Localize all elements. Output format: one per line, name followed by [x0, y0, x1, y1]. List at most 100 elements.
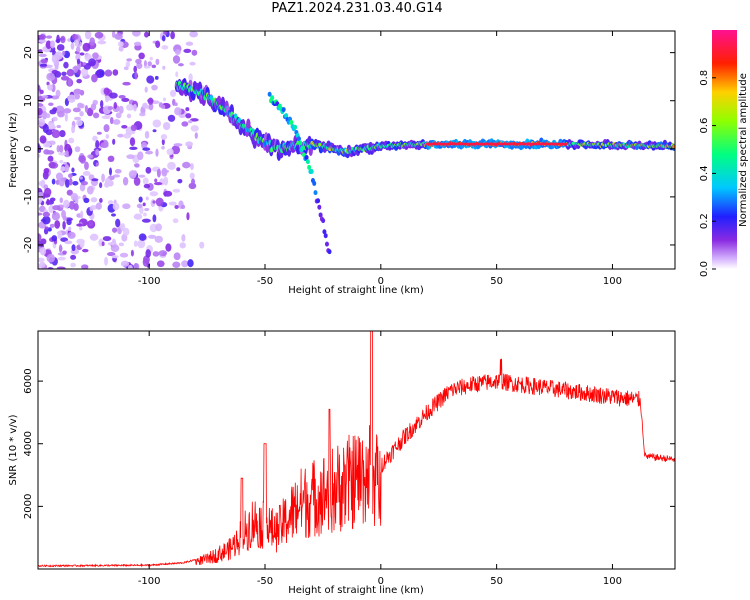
spectrogram-noise-cell — [102, 236, 112, 242]
spectrogram-noise-cell — [133, 263, 140, 269]
spectrogram-noise-cell — [133, 177, 141, 186]
spectrogram-noise-cell — [136, 203, 143, 209]
spectrogram-noise-cell — [67, 231, 76, 239]
spectrogram-noise-cell — [70, 42, 75, 50]
snr-panel: -100 -50 0 50 100 2000 4000 6000 Height of str… — [8, 330, 676, 596]
spectrogram-noise-cell — [86, 185, 94, 195]
spectrogram-noise-cell — [145, 166, 152, 174]
spectrogram-noise-cell — [162, 97, 167, 102]
spectrogram-noise-cell — [76, 223, 83, 227]
spectrogram-noise-cell — [176, 167, 181, 172]
spectrogram-noise-cell — [39, 247, 47, 256]
spectrogram-noise-cell — [50, 40, 56, 49]
colorbar-tick-label: 0.4 — [699, 165, 710, 181]
spectrogram-noise-cell — [189, 172, 195, 180]
spectrogram-noise-cell — [101, 241, 105, 247]
spectrogram-noise-cell — [120, 260, 130, 267]
spectrogram-y-tick-label: 10 — [23, 94, 34, 107]
spectrogram-noise-cell — [122, 81, 131, 86]
snr-y-label: SNR (10 * v/v) — [8, 414, 19, 485]
spectrogram-noise-cell — [71, 167, 75, 173]
spectrogram-noise-cell — [96, 131, 102, 135]
spectrogram-noise-cell — [144, 86, 148, 93]
spectrogram-noise-cell — [55, 39, 61, 43]
spectrogram-noise-cell — [129, 137, 136, 147]
spectrogram-noise-cell — [83, 197, 90, 204]
spectrogram-secondary-cell — [322, 229, 327, 235]
spectrogram-noise-cell — [43, 168, 50, 174]
snr-marks — [38, 331, 675, 568]
spectrogram-noise-cell — [118, 94, 126, 99]
spectrogram-noise-cell — [168, 201, 177, 206]
spectrogram-noise-cell — [158, 250, 168, 257]
spectrogram-secondary-cell — [312, 180, 317, 186]
spectrogram-noise-cell — [48, 102, 54, 107]
spectrogram-noise-cell — [71, 244, 76, 252]
spectrogram-noise-cell — [42, 211, 51, 218]
spectrogram-secondary-cell — [324, 241, 329, 247]
spectrogram-noise-cell — [112, 202, 120, 211]
spectrogram-noise-cell — [38, 257, 45, 263]
spectrogram-noise-cell — [162, 65, 166, 70]
spectrogram-noise-cell — [111, 255, 119, 259]
spectrogram-noise-cell — [141, 218, 151, 223]
spectrogram-x-tick-label: -100 — [138, 276, 161, 287]
spectrogram-noise-cell — [106, 252, 116, 257]
spectrogram-noise-cell — [111, 213, 117, 217]
spectrogram-noise-cell — [177, 179, 183, 184]
spectrogram-noise-cell — [38, 118, 46, 127]
spectrogram-noise-cell — [99, 197, 103, 203]
spectrogram-noise-cell — [133, 163, 140, 168]
spectrogram-noise-cell — [199, 241, 205, 249]
spectrogram-noise-cell — [118, 105, 124, 114]
colorbar-tick-label: 0.6 — [699, 118, 710, 134]
spectrogram-noise-cell — [64, 112, 68, 122]
spectrogram-noise-cell — [152, 214, 157, 223]
spectrogram-noise-cell — [61, 209, 66, 219]
spectrogram-noise-cell — [104, 177, 111, 186]
spectrogram-noise-cell — [72, 107, 81, 113]
spectrogram-noise-cell — [68, 173, 73, 179]
spectrogram-noise-cell — [56, 125, 62, 129]
spectrogram-secondary-cell — [304, 155, 309, 161]
spectrogram-noise-cell — [186, 212, 190, 221]
spectrogram-noise-cell — [174, 49, 181, 55]
spectrogram-noise-cell — [89, 37, 95, 46]
snr-y-axis: 2000 4000 6000 — [23, 368, 675, 519]
spectrogram-noise-cell — [82, 61, 87, 66]
spectrogram-noise-cell — [58, 244, 63, 253]
spectrogram-noise-cell — [74, 116, 82, 121]
spectrogram-noise-cell — [38, 53, 47, 58]
spectrogram-noise-cell — [175, 71, 179, 78]
spectrogram-noise-cell — [38, 195, 43, 204]
spectrogram-noise-cell — [148, 102, 154, 111]
spectrogram-noise-cell — [60, 75, 70, 81]
spectrogram-noise-cell — [182, 161, 191, 169]
spectrogram-noise-cell — [118, 242, 124, 247]
spectrogram-noise-cell — [76, 58, 81, 65]
spectrogram-noise-cell — [89, 205, 94, 212]
spectrogram-noise-cell — [39, 34, 47, 40]
spectrogram-noise-cell — [185, 113, 192, 119]
spectrogram-noise-cell — [138, 52, 145, 60]
spectrogram-noise-cell — [155, 223, 162, 232]
spectrogram-noise-cell — [57, 110, 65, 118]
spectrogram-noise-cell — [79, 183, 86, 192]
spectrogram-noise-cell — [80, 210, 84, 219]
spectrogram-noise-cell — [139, 112, 146, 117]
spectrogram-noise-cell — [156, 260, 165, 268]
spectrogram-x-label: Height of straight line (km) — [288, 285, 424, 296]
spectrogram-y-tick-label: -10 — [23, 189, 34, 205]
spectrogram-noise-cell — [101, 173, 105, 183]
spectrogram-noise-cell — [108, 92, 118, 99]
spectrogram-noise-cell — [64, 240, 73, 245]
spectrogram-noise-cell — [67, 77, 72, 87]
spectrogram-noise-cell — [38, 102, 44, 107]
spectrogram-noise-cell — [146, 75, 155, 84]
spectrogram-noise-cell — [99, 182, 103, 189]
spectrogram-noise-cell — [47, 84, 54, 91]
spectrogram-noise-cell — [153, 182, 163, 186]
spectrogram-noise-cell — [66, 189, 73, 196]
spectrogram-noise-cell — [163, 121, 171, 131]
snr-x-axis: -100 -50 0 50 100 — [138, 331, 622, 587]
